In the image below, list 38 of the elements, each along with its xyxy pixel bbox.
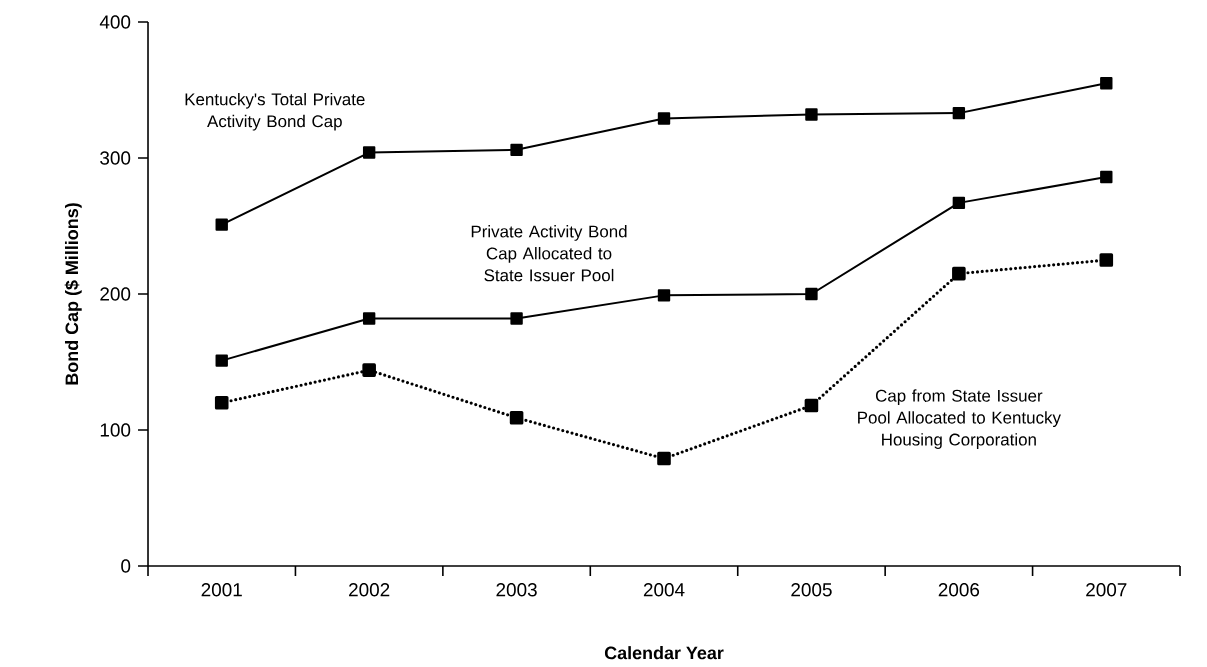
point (1100, 77, 1113, 90)
x-tick-label: 2006 (938, 583, 980, 597)
point (804, 398, 819, 413)
point (509, 410, 524, 425)
point (215, 218, 228, 231)
point (510, 312, 523, 325)
point (805, 287, 818, 301)
x-axis-title: Calendar Year (604, 646, 724, 660)
x-tick-label: 2004 (643, 583, 685, 597)
y-tick-label: 400 (99, 15, 131, 29)
point (657, 289, 671, 302)
point (214, 396, 229, 410)
y-tick-label: 200 (100, 287, 131, 301)
x-tick-label: 2002 (349, 583, 390, 597)
point (805, 108, 818, 121)
point (362, 363, 376, 377)
point (952, 266, 966, 281)
point (1100, 170, 1113, 184)
point (952, 106, 966, 120)
point (657, 112, 671, 125)
point (510, 143, 523, 157)
y-tick-label: 0 (121, 559, 131, 573)
y-tick-label: 300 (100, 151, 131, 165)
y-tick-label: 100 (100, 423, 131, 437)
x-tick-label: 2005 (791, 583, 832, 597)
x-tick-label: 2007 (1086, 583, 1127, 597)
y-axis-title: Bond Cap ($ Millions) (64, 203, 82, 385)
series-label: Kentucky's Total Private Activity Bond Cap (185, 92, 365, 131)
point (1099, 253, 1114, 267)
point (362, 312, 376, 325)
x-tick-label: 2003 (496, 583, 537, 597)
series-label: Cap from State Issuer Pool Allocated to Kentucky Housing Corporation (858, 389, 1061, 449)
point (215, 354, 228, 367)
point (657, 451, 671, 466)
point (362, 146, 376, 159)
x-tick-label: 2001 (201, 583, 242, 597)
point (952, 196, 966, 210)
series-label: Private Activity Bond Cap Allocated to State Issuer Pool (471, 225, 627, 282)
